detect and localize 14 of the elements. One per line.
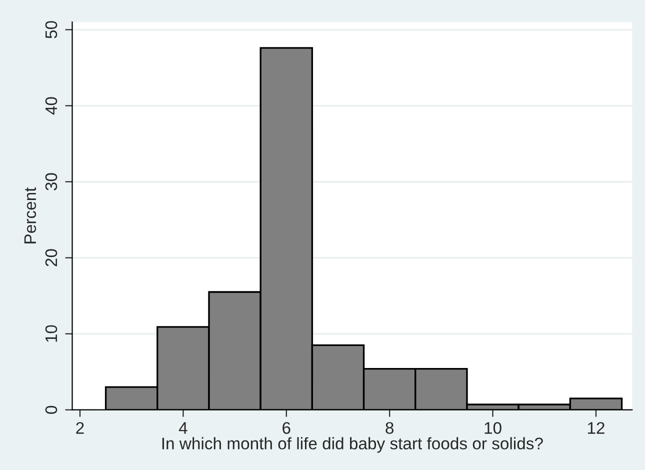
x-axis-title: In which month of life did baby start foods or solids?	[162, 437, 543, 453]
y-tick-label: 0	[45, 406, 58, 414]
x-tick-label: 8	[386, 422, 394, 434]
x-tick-label: 6	[282, 422, 290, 434]
y-tick-label: 40	[45, 97, 58, 115]
x-tick-label: 2	[76, 422, 84, 434]
y-tick-label: 50	[45, 21, 58, 38]
x-tick-label: 10	[484, 422, 502, 434]
y-axis-title: Percent	[24, 187, 36, 244]
x-tick-label: 4	[178, 422, 188, 434]
y-tick-label: 10	[45, 325, 58, 342]
x-tick-label: 12	[588, 422, 604, 434]
y-tick-label: 30	[45, 173, 58, 190]
y-tick-label: 20	[45, 249, 58, 266]
